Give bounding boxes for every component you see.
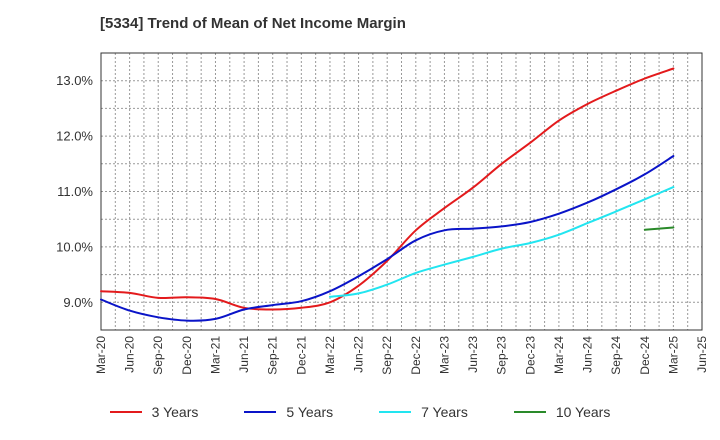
y-tick-labels: 9.0% 10.0% 11.0% 12.0% 13.0% <box>56 73 93 310</box>
legend-swatch <box>513 411 546 413</box>
x-tick-label: Jun-21 <box>237 336 251 373</box>
series-line-5-years <box>100 155 675 322</box>
x-tick-label: Jun-23 <box>466 336 480 373</box>
legend-label: 5 Years <box>286 404 334 420</box>
series-line-3-years <box>100 67 675 311</box>
legend-item: 5 Years <box>244 404 333 420</box>
y-tick-label: 13.0% <box>56 73 93 88</box>
x-tick-label: Jun-20 <box>123 336 137 373</box>
x-tick-label: Jun-25 <box>695 336 709 373</box>
x-tick-label: Dec-20 <box>180 336 194 375</box>
x-tick-label: Mar-25 <box>666 336 680 374</box>
legend-label: 7 Years <box>421 404 468 420</box>
x-tick-label: Sep-23 <box>495 336 509 375</box>
x-tick-label: Jun-24 <box>581 336 595 373</box>
x-tick-label: Mar-22 <box>323 336 337 374</box>
series-line-10-years <box>643 226 675 231</box>
legend-swatch <box>109 411 142 413</box>
legend-label: 3 Years <box>151 404 199 420</box>
x-tick-label: Dec-22 <box>409 336 423 375</box>
x-tick-labels: Mar-20 Jun-20 Sep-20 Dec-20 Mar-21 Jun-21 Sep-… <box>94 336 709 375</box>
x-tick-label: Dec-23 <box>523 336 537 375</box>
chart-title: [5334] Trend of Mean of Net Income Margi… <box>100 15 406 32</box>
series-line-7-years <box>329 186 675 298</box>
x-tick-label: Mar-23 <box>437 336 451 374</box>
x-tick-label: Mar-24 <box>552 336 566 374</box>
legend-item: 7 Years <box>379 404 468 420</box>
legend-item: 10 Years <box>513 404 611 420</box>
x-tick-label: Dec-24 <box>638 336 652 375</box>
legend-item: 3 Years <box>109 404 199 420</box>
plot-frame <box>100 52 703 331</box>
axes <box>100 52 703 331</box>
y-tick-label: 12.0% <box>56 129 93 144</box>
x-tick-label: Sep-20 <box>151 336 165 375</box>
legend: 3 Years 5 Years 7 Years 10 Years <box>0 404 720 420</box>
legend-swatch <box>244 411 277 413</box>
x-tick-label: Sep-22 <box>380 336 394 375</box>
x-tick-label: Dec-21 <box>294 336 308 375</box>
series-lines <box>100 67 675 322</box>
y-tick-label: 11.0% <box>57 184 93 199</box>
y-tick-label: 10.0% <box>56 239 93 254</box>
x-tick-label: Sep-24 <box>609 336 623 375</box>
y-tick-label: 9.0% <box>63 295 93 310</box>
x-tick-label: Jun-22 <box>352 336 366 373</box>
x-tick-label: Sep-21 <box>266 336 280 375</box>
legend-swatch <box>379 411 412 413</box>
x-tick-label: Mar-21 <box>208 336 222 374</box>
x-tick-label: Mar-20 <box>94 336 108 374</box>
legend-label: 10 Years <box>555 404 611 420</box>
